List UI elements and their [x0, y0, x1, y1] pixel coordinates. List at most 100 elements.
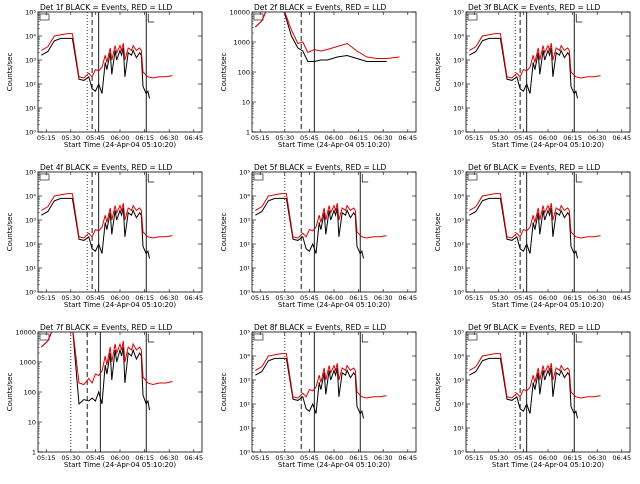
y-tick-label: 10²	[25, 241, 36, 249]
x-tick-label: 06:30	[374, 454, 393, 462]
y-axis-label: Counts/sec	[434, 373, 442, 412]
x-tick-label: 06:00	[325, 294, 344, 302]
series-events-line	[469, 357, 578, 419]
y-tick-label: 10⁵	[25, 9, 36, 17]
x-tick-label: 06:30	[160, 454, 179, 462]
y-tick-label: 10¹	[25, 105, 36, 113]
plot-frame	[251, 171, 417, 293]
panel-title: Det 4f BLACK = Events, RED = LLD	[40, 163, 173, 172]
series-lld-line	[40, 332, 173, 386]
y-tick-label: 10⁴	[25, 193, 36, 201]
y-tick-label: 1000	[233, 39, 250, 47]
x-tick-label: 05:30	[489, 454, 508, 462]
y-tick-label: 10³	[25, 217, 36, 225]
panel-1: Det 1f BLACK = Events, RED = LLD 05:15 05:…	[6, 3, 203, 149]
x-tick-label: 06:15	[563, 134, 582, 142]
x-axis-label: Start Time (24-Apr-04 05:10:20)	[278, 301, 390, 309]
panel-title: Det 2f BLACK = Events, RED = LLD	[254, 3, 387, 12]
x-tick-label: 06:15	[349, 134, 368, 142]
plot-frame	[251, 331, 417, 453]
x-tick-label: 05:45	[86, 294, 105, 302]
x-tick-label: 05:15	[37, 454, 56, 462]
x-tick-label: 05:45	[514, 134, 533, 142]
x-tick-label: 06:15	[349, 454, 368, 462]
y-tick-label: 10⁴	[453, 193, 464, 201]
y-tick-label: 10²	[239, 401, 250, 409]
x-tick-label: 05:45	[86, 454, 105, 462]
y-tick-label: 10	[242, 99, 250, 107]
x-tick-label: 06:15	[135, 134, 154, 142]
y-tick-label: 10⁴	[453, 33, 464, 41]
y-tick-label: 10²	[453, 401, 464, 409]
series-lld-line	[41, 33, 173, 79]
x-tick-label: 06:30	[374, 134, 393, 142]
panel-8: Det 8f BLACK = Events, RED = LLD 05:15 05:…	[220, 323, 417, 469]
x-tick-label: 06:30	[588, 454, 607, 462]
series-events-line	[41, 197, 150, 259]
y-tick-label: 10³	[453, 217, 464, 225]
y-tick-label: 10⁰	[239, 449, 250, 457]
x-tick-label: 06:45	[612, 134, 631, 142]
x-tick-label: 05:45	[86, 134, 105, 142]
y-tick-label: 10¹	[453, 265, 464, 273]
legend-box	[467, 173, 478, 181]
plot-frame	[37, 11, 203, 133]
y-tick-label: 10³	[239, 377, 250, 385]
y-tick-label: 10⁵	[453, 329, 464, 337]
y-axis-label: Counts/sec	[434, 213, 442, 252]
y-axis-label: Counts/sec	[6, 373, 14, 412]
y-tick-label: 10³	[453, 57, 464, 65]
x-tick-label: 06:15	[349, 294, 368, 302]
y-tick-label: 10000	[229, 9, 250, 17]
panel-title: Det 9f BLACK = Events, RED = LLD	[468, 323, 601, 332]
y-tick-label: 10⁵	[453, 9, 464, 17]
panel-2: Det 2f BLACK = Events, RED = LLD 05:15 05:…	[220, 3, 417, 149]
y-tick-label: 10⁰	[239, 289, 250, 297]
plot-frame	[465, 11, 631, 133]
x-tick-label: 05:30	[61, 134, 80, 142]
y-tick-label: 10000	[15, 329, 36, 337]
series-lld-line	[254, 12, 400, 59]
y-tick-label: 10⁴	[239, 353, 250, 361]
x-axis-label: Start Time (24-Apr-04 05:10:20)	[64, 301, 176, 309]
x-tick-label: 05:30	[489, 294, 508, 302]
x-tick-label: 05:15	[465, 134, 484, 142]
y-tick-label: 1000	[19, 359, 36, 367]
y-tick-label: 10⁴	[25, 33, 36, 41]
y-tick-label: 10⁰	[453, 289, 464, 297]
y-tick-label: 1	[32, 449, 36, 457]
x-tick-label: 05:45	[300, 294, 319, 302]
y-tick-label: 100	[24, 389, 36, 397]
y-tick-label: 10²	[453, 241, 464, 249]
panel-5: Det 5f BLACK = Events, RED = LLD 05:15 05:…	[220, 163, 417, 309]
series-lld-line	[469, 33, 601, 79]
y-axis-label: Counts/sec	[220, 373, 228, 412]
x-tick-label: 06:00	[111, 134, 130, 142]
x-tick-label: 05:15	[251, 294, 270, 302]
y-tick-label: 10⁰	[453, 449, 464, 457]
plot-frame	[465, 331, 631, 453]
x-tick-label: 06:30	[160, 134, 179, 142]
y-tick-label: 10¹	[239, 265, 250, 273]
y-tick-label: 10¹	[453, 105, 464, 113]
legend-box	[467, 13, 478, 21]
x-tick-label: 06:30	[588, 134, 607, 142]
y-tick-label: 10⁵	[453, 169, 464, 177]
x-tick-label: 06:45	[184, 294, 203, 302]
panel-title: Det 7f BLACK = Events, RED = LLD	[40, 323, 173, 332]
series-events-line	[40, 332, 150, 411]
x-tick-label: 06:15	[563, 454, 582, 462]
y-tick-label: 10¹	[25, 265, 36, 273]
x-tick-label: 05:45	[300, 454, 319, 462]
x-tick-label: 06:45	[184, 134, 203, 142]
x-tick-label: 05:30	[275, 134, 294, 142]
y-tick-label: 10⁴	[453, 353, 464, 361]
x-tick-label: 05:30	[489, 134, 508, 142]
panel-title: Det 8f BLACK = Events, RED = LLD	[254, 323, 387, 332]
x-tick-label: 05:30	[61, 454, 80, 462]
x-tick-label: 05:45	[514, 454, 533, 462]
y-axis-label: Counts/sec	[220, 213, 228, 252]
y-tick-label: 10¹	[453, 425, 464, 433]
series-events-line	[469, 197, 578, 259]
